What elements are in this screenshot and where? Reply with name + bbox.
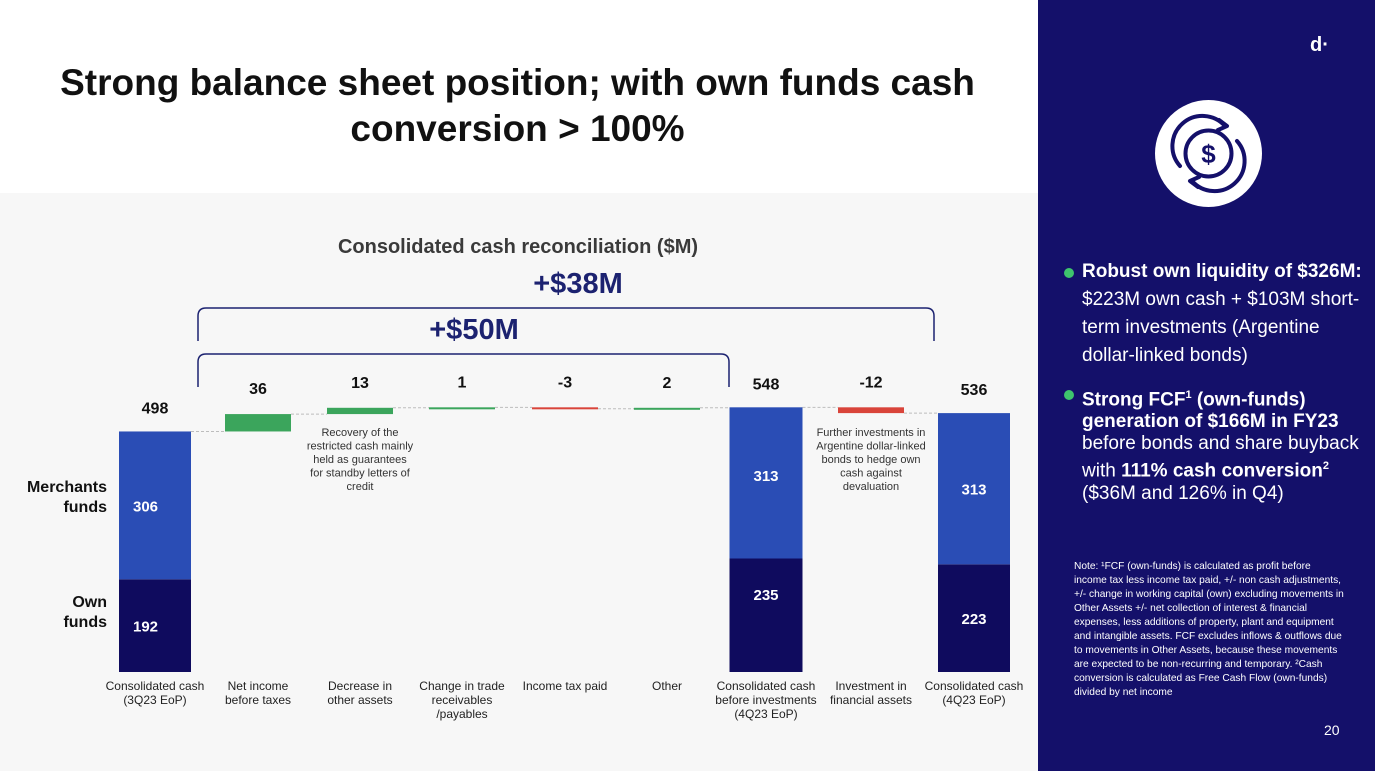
bar-merchants-funds-0 [119, 431, 191, 580]
bullet-fcf-bold-a: Strong FCF [1082, 389, 1186, 411]
bar-delta-2 [327, 407, 393, 415]
footnote-text: Note: ¹FCF (own-funds) is calculated as … [1074, 561, 1344, 698]
bracket-line-2 [197, 307, 935, 341]
page-title: Strong balance sheet position; with own … [40, 60, 995, 152]
bullet-fcf-text-b: ($36M and 126% in Q4) [1082, 482, 1284, 504]
chart-title: Consolidated cash reconciliation ($M) [338, 236, 698, 258]
bar-delta-3 [429, 407, 495, 410]
category-label-0-line-1: (3Q23 EoP) [123, 693, 186, 707]
bar-delta-1 [225, 414, 291, 432]
category-label-8-line-0: Consolidated cash [925, 679, 1024, 693]
category-label-6-line-0: Consolidated cash [717, 679, 816, 693]
bullet-liquidity-bold: Robust own liquidity of $326M: [1082, 261, 1362, 282]
series-label-0-line-0: Merchants [27, 479, 107, 496]
annotation-0-line-2: held as guarantees [313, 454, 407, 466]
bracket-line-1 [197, 353, 730, 387]
category-label-7-line-0: Investment in [835, 679, 906, 693]
svg-text:$: $ [1201, 139, 1216, 169]
bar-own-funds-value-0: 192 [133, 619, 158, 636]
bracket-label-1: +$50M [429, 314, 518, 346]
category-label-0-line-0: Consolidated cash [106, 679, 205, 693]
annotation-0-line-3: for standby letters of [310, 468, 411, 480]
bar-merchants-funds-6 [729, 407, 803, 559]
footnote-2-marker: 2 [1322, 460, 1329, 473]
category-label-1-line-0: Net income [228, 679, 289, 693]
annotation-0-line-4: credit [347, 481, 374, 493]
cash-cycle-icon: $ [1155, 100, 1262, 207]
bullet-fcf: Strong FCF1 (own-funds) generation of $1… [1064, 384, 1364, 505]
chart-area: Consolidated cash reconciliation ($M) +$5… [0, 193, 1038, 771]
bar-delta-7 [838, 407, 904, 414]
annotation-1-line-4: devaluation [843, 481, 899, 493]
key-points-list: Robust own liquidity of $326M: $223M own… [1064, 258, 1364, 519]
annotation-1-line-0: Further investments in [817, 427, 926, 439]
bullet-liquidity-text: $223M own cash + $103M short-term invest… [1082, 289, 1360, 366]
bracket-label-2: +$38M [533, 268, 622, 300]
annotation-1-line-2: bonds to hedge own [821, 454, 920, 466]
bar-merchants-funds-8 [938, 413, 1010, 565]
category-label-5-line-0: Other [652, 679, 682, 693]
waterfall-chart: Consolidated cash reconciliation ($M) +$5… [27, 236, 1024, 721]
footnote-1-marker: 1 [1185, 389, 1192, 401]
category-label-6-line-1: before investments [715, 693, 816, 707]
bar-own-funds-8 [938, 564, 1010, 672]
bullet-dot-icon [1064, 390, 1074, 400]
bar-delta-5 [634, 407, 700, 410]
bar-value-label-8: 536 [961, 382, 988, 399]
bar-merchants-funds-value-8: 313 [961, 482, 986, 499]
category-label-1-line-1: before taxes [225, 693, 291, 707]
bar-value-label-1: 36 [249, 381, 267, 398]
category-label-6-line-2: (4Q23 EoP) [734, 707, 797, 721]
category-label-3-line-1: receivables [432, 693, 493, 707]
page-title-line-1: Strong balance sheet position; with own … [60, 62, 975, 103]
annotation-0-line-0: Recovery of the [321, 427, 398, 439]
series-label-1-line-1: funds [63, 614, 107, 631]
bullet-dot-icon [1064, 268, 1074, 278]
brand-logo: d· [1310, 34, 1329, 56]
category-label-2-line-1: other assets [327, 693, 392, 707]
category-label-3-line-0: Change in trade [419, 679, 505, 693]
bullet-fcf-bold-c: 111% cash conversion [1121, 460, 1323, 482]
category-label-4-line-0: Income tax paid [523, 679, 608, 693]
annotation-1-line-1: Argentine dollar-linked [816, 441, 925, 453]
annotation-0-line-1: restricted cash mainly [307, 441, 414, 453]
bar-delta-4 [532, 407, 598, 410]
bar-value-label-0: 498 [142, 400, 169, 417]
bar-own-funds-0 [119, 579, 191, 672]
bar-value-label-6: 548 [753, 376, 780, 393]
category-label-7-line-1: financial assets [830, 693, 912, 707]
bar-value-label-2: 13 [351, 375, 369, 392]
bar-own-funds-value-8: 223 [961, 611, 986, 628]
bullet-fcf-text-a: before bonds and share buyback with [1082, 433, 1359, 482]
series-label-1-line-0: Own [72, 594, 107, 611]
bar-value-label-7: -12 [859, 374, 882, 391]
bullet-fcf-bold-b: (own-funds) generation of $166M in FY23 [1082, 389, 1339, 433]
annotation-1-line-3: cash against [840, 468, 902, 480]
page-number: 20 [1324, 722, 1340, 738]
bar-value-label-4: -3 [558, 374, 572, 391]
right-panel: d· $ Robust own liquidity of $326M: $223… [1038, 0, 1375, 771]
category-label-2-line-0: Decrease in [328, 679, 392, 693]
bar-own-funds-6 [729, 558, 803, 672]
category-label-8-line-1: (4Q23 EoP) [942, 693, 1005, 707]
category-label-3-line-2: /payables [436, 707, 487, 721]
bar-merchants-funds-value-6: 313 [753, 468, 778, 485]
bar-value-label-5: 2 [663, 375, 672, 392]
series-label-0-line-1: funds [63, 499, 107, 516]
bar-merchants-funds-value-0: 306 [133, 498, 158, 515]
bar-value-label-3: 1 [458, 374, 467, 391]
page-title-line-2: conversion > 100% [350, 108, 685, 149]
bar-own-funds-value-6: 235 [753, 587, 778, 604]
bullet-liquidity: Robust own liquidity of $326M: $223M own… [1064, 258, 1364, 370]
